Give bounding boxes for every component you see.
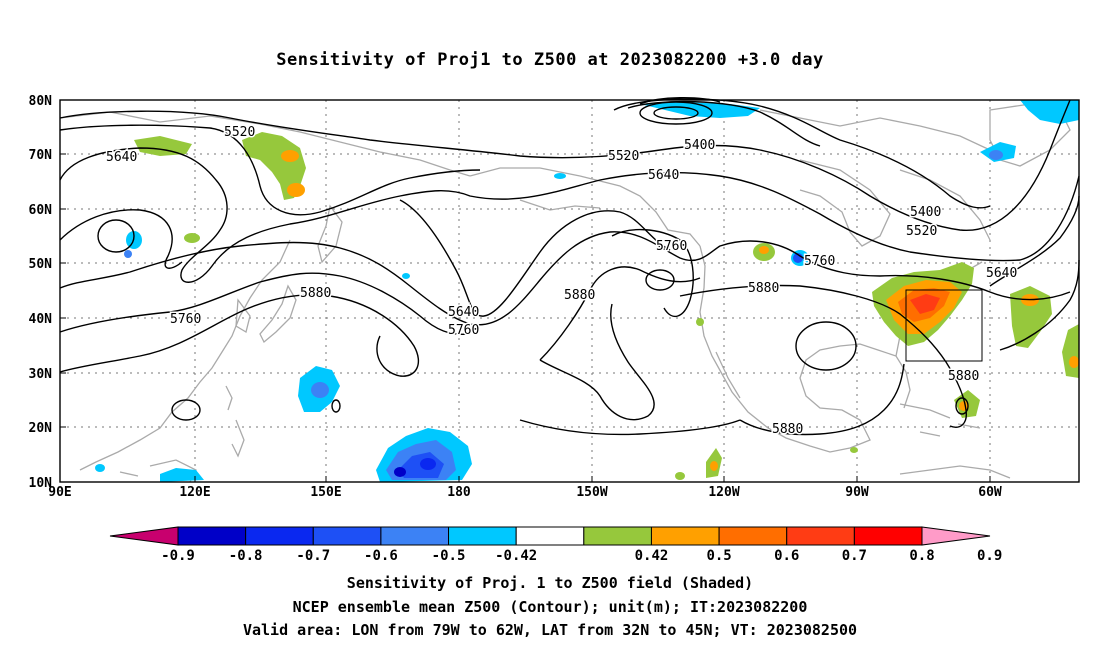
- colorbar-high-arrow: [921, 526, 991, 546]
- lon-label: 90E: [48, 485, 71, 500]
- colorbar-tick-label: 0.6: [774, 548, 799, 564]
- colorbar-box: [312, 526, 382, 546]
- contour-label: 5520: [608, 149, 639, 164]
- contour-labels: 5520 5640 5400 5520 5640 5400 5520 5760 …: [105, 124, 1019, 439]
- caption-contour: NCEP ensemble mean Z500 (Contour); unit(…: [292, 598, 808, 616]
- contour-label: 5520: [906, 224, 937, 239]
- latitude-labels: 80N 70N 60N 50N 40N 30N 20N 10N: [29, 94, 53, 491]
- colorbar-labels: -0.9 -0.8 -0.7 -0.6 -0.5 -0.42 0.42 0.5 0.6 0.7 0.…: [161, 548, 1002, 564]
- lat-label: 80N: [29, 94, 53, 109]
- lon-label: 120E: [179, 485, 210, 500]
- colorbar-box: [650, 526, 720, 546]
- z500-contours: [59, 97, 1080, 436]
- colorbar-tick-label: -0.8: [229, 548, 263, 564]
- lat-label: 60N: [29, 203, 53, 218]
- colorbar-box: [380, 526, 450, 546]
- colorbar-box: [786, 526, 855, 546]
- colorbar-tick-label: 0.9: [977, 548, 1002, 564]
- colorbar-tick-label: 0.8: [909, 548, 934, 564]
- colorbar-box: [177, 526, 247, 546]
- contour-label: 5760: [448, 323, 479, 338]
- colorbar-box: [515, 526, 585, 546]
- lat-lon-grid: [60, 100, 1079, 482]
- contour-label: 5880: [748, 281, 779, 296]
- valid-area-box: [905, 289, 983, 362]
- colorbar-box: [583, 526, 652, 546]
- contour-label: 5400: [910, 205, 941, 220]
- caption-shaded: Sensitivity of Proj. 1 to Z500 field (Sh…: [346, 574, 754, 592]
- sensitivity-shading: [95, 100, 1079, 482]
- contour-label: 5640: [986, 266, 1017, 281]
- colorbar-box: [448, 526, 517, 546]
- contour-label: 5520: [224, 125, 255, 140]
- colorbar-box: [245, 526, 314, 546]
- colorbar-tick-label: -0.7: [296, 548, 330, 564]
- colorbar-tick-label: -0.5: [432, 548, 466, 564]
- caption-valid-area: Valid area: LON from 79W to 62W, LAT fro…: [242, 621, 858, 639]
- colorbar-tick-label: 0.7: [842, 548, 867, 564]
- contour-label: 5400: [684, 138, 715, 153]
- colorbar-box: [853, 526, 923, 546]
- colorbar-tick-label: -0.42: [495, 548, 537, 564]
- lon-label: 180: [447, 485, 471, 500]
- contour-label: 5880: [948, 369, 979, 384]
- colorbar-box: [718, 526, 788, 546]
- plot-title: Sensitivity of Proj1 to Z500 at 20230822…: [276, 50, 824, 70]
- contour-label: 5760: [804, 254, 835, 269]
- contour-label: 5880: [772, 422, 803, 437]
- colorbar-tick-label: -0.6: [364, 548, 398, 564]
- contour-label: 5640: [448, 305, 479, 320]
- lat-label: 50N: [29, 257, 53, 272]
- colorbar-tick-label: 0.5: [706, 548, 731, 564]
- contour-label: 5760: [170, 312, 201, 327]
- colorbar: [109, 526, 991, 546]
- longitude-labels: 90E 120E 150E 180 150W 120W 90W 60W: [48, 485, 1002, 500]
- map-frame: [59, 99, 1080, 483]
- lat-label: 70N: [29, 148, 53, 163]
- contour-label: 5760: [656, 239, 687, 254]
- contour-label: 5880: [564, 288, 595, 303]
- axis-ticks: [60, 99, 991, 482]
- lon-label: 90W: [845, 485, 869, 500]
- lon-label: 150E: [310, 485, 341, 500]
- colorbar-tick-label: 0.42: [635, 548, 669, 564]
- lat-label: 40N: [29, 312, 53, 327]
- colorbar-tick-label: -0.9: [161, 548, 195, 564]
- contour-label: 5640: [648, 168, 679, 183]
- lon-label: 150W: [576, 485, 607, 500]
- lat-label: 10N: [29, 476, 53, 491]
- lat-label: 30N: [29, 367, 53, 382]
- lon-label: 120W: [708, 485, 739, 500]
- lon-label: 60W: [978, 485, 1002, 500]
- contour-label: 5880: [300, 286, 331, 301]
- contour-label: 5640: [106, 150, 137, 165]
- lat-label: 20N: [29, 421, 53, 436]
- colorbar-low-arrow: [109, 526, 179, 546]
